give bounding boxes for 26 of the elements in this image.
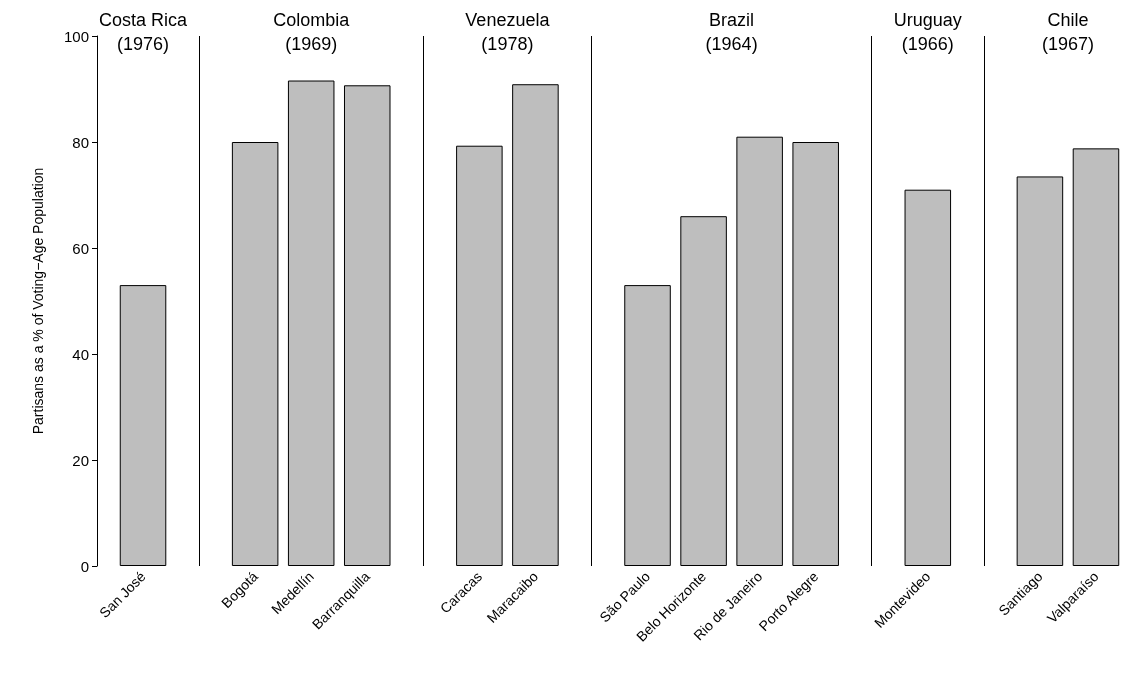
bar — [343, 85, 391, 566]
y-tick-label: 40 — [72, 345, 89, 363]
bar — [119, 285, 167, 566]
y-tick-label: 100 — [63, 27, 89, 45]
y-tick-label: 20 — [72, 451, 89, 469]
bar — [1072, 148, 1120, 566]
bar — [512, 84, 559, 566]
bar — [1016, 176, 1064, 566]
annotation: Brazil (1964) — [705, 10, 758, 54]
annotation: Uruguay (1966) — [893, 10, 962, 54]
y-tick-label: 60 — [72, 239, 89, 257]
annotation: Chile (1967) — [1041, 10, 1094, 54]
annotation: Costa Rica (1976) — [99, 10, 189, 54]
bar — [624, 285, 671, 566]
bar — [456, 145, 503, 566]
bar — [287, 80, 335, 566]
bar — [231, 142, 279, 566]
bar — [904, 189, 952, 566]
annotation: Colombia (1969) — [273, 10, 351, 54]
bar — [680, 216, 727, 566]
y-tick-label: 80 — [72, 133, 89, 151]
bar — [736, 136, 783, 566]
bar — [792, 142, 839, 566]
y-axis-title: Partisans as a % of Voting−Age Population — [30, 167, 46, 435]
y-tick-label: 0 — [80, 557, 89, 575]
annotation: Venezuela (1978) — [465, 10, 551, 54]
